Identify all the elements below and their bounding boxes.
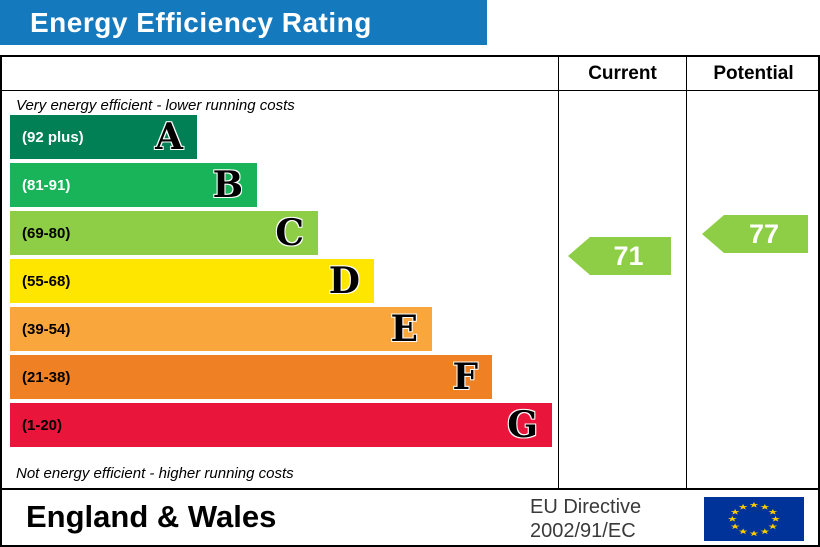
eu-flag-icon: ★ ★ ★ ★ ★ ★ ★ ★ ★ ★ ★ ★	[704, 497, 804, 541]
bottom-note: Not energy efficient - higher running co…	[16, 465, 294, 482]
band-range-label: (55-68)	[22, 272, 71, 290]
svg-text:★: ★	[768, 508, 779, 517]
band-bar-f: (21-38) F	[10, 355, 492, 399]
svg-text:★: ★	[727, 516, 738, 525]
top-note: Very energy efficient - lower running co…	[16, 97, 295, 114]
band-range-label: (69-80)	[22, 224, 71, 242]
svg-text:★: ★	[730, 508, 741, 517]
potential-rating-value: 77	[748, 218, 780, 249]
band-letter: G	[507, 404, 538, 446]
band-letter: C	[275, 212, 304, 254]
band-bar-a: (92 plus) A	[10, 115, 197, 159]
band-range-label: (21-38)	[22, 368, 71, 386]
svg-text:★: ★	[768, 523, 779, 532]
band-letter: F	[452, 356, 478, 398]
potential-column-divider	[686, 57, 687, 488]
header-row-divider	[2, 90, 818, 91]
band-letter: E	[390, 308, 418, 350]
svg-text:★: ★	[749, 530, 760, 539]
footer: England & Wales EU Directive 2002/91/EC …	[0, 488, 820, 547]
band-letter: B	[212, 164, 243, 206]
current-rating-arrow: 71	[568, 237, 671, 275]
svg-text:★: ★	[730, 523, 741, 532]
band-bar-c: (69-80) C	[10, 211, 318, 255]
eu-directive-line2: 2002/91/EC	[530, 520, 636, 542]
band-range-label: (92 plus)	[22, 128, 84, 146]
current-column-divider	[558, 57, 559, 488]
rating-table: Current Potential Very energy efficient …	[0, 55, 820, 490]
current-column-header: Current	[588, 62, 657, 84]
title-banner: Energy Efficiency Rating	[0, 0, 487, 45]
svg-text:★: ★	[770, 516, 781, 525]
rating-bands: (92 plus) A (81-91) B (69-80) C (55-68) …	[10, 115, 558, 451]
band-bar-b: (81-91) B	[10, 163, 257, 207]
band-bar-g: (1-20) G	[10, 403, 552, 447]
band-range-label: (81-91)	[22, 176, 71, 194]
svg-text:★: ★	[738, 503, 749, 512]
band-bar-d: (55-68) D	[10, 259, 374, 303]
eu-directive-line1: EU Directive	[530, 496, 642, 518]
current-rating-value: 71	[613, 240, 644, 271]
svg-text:★: ★	[738, 528, 749, 537]
eu-directive-label: EU Directive 2002/91/EC	[530, 495, 641, 543]
band-letter: A	[155, 116, 183, 158]
potential-column-header: Potential	[713, 62, 794, 84]
svg-text:★: ★	[760, 528, 771, 537]
region-label: England & Wales	[26, 499, 277, 534]
svg-text:★: ★	[760, 503, 771, 512]
band-range-label: (39-54)	[22, 320, 71, 338]
potential-rating-arrow: 77	[702, 215, 808, 253]
chart-title: Energy Efficiency Rating	[30, 6, 372, 38]
band-bar-e: (39-54) E	[10, 307, 432, 351]
band-range-label: (1-20)	[22, 416, 63, 434]
svg-text:★: ★	[749, 501, 760, 510]
band-letter: D	[328, 260, 360, 302]
